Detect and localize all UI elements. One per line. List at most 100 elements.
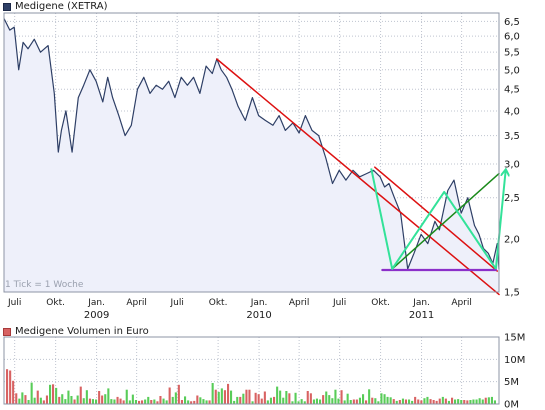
volume-bar <box>490 396 493 404</box>
volume-bar <box>227 383 230 404</box>
price-y-tick-label: 1,5 <box>504 288 520 299</box>
volume-bar <box>404 399 407 404</box>
volume-bar <box>469 400 472 404</box>
volume-bar <box>30 382 33 404</box>
volume-bar <box>423 398 426 404</box>
volume-bar <box>352 399 355 404</box>
volume-bar <box>24 395 27 404</box>
volume-bar <box>33 397 36 404</box>
volume-bar <box>217 391 220 404</box>
volume-bar <box>119 398 122 404</box>
volume-bar <box>107 388 110 404</box>
volume-bar <box>6 369 9 404</box>
volume-bar <box>444 398 447 404</box>
w-pattern-line <box>370 168 497 270</box>
volume-bar <box>202 399 205 404</box>
downtrend-line <box>216 58 500 296</box>
volume-bar <box>273 396 276 404</box>
price-x-tick-label: Juli <box>169 298 183 308</box>
volume-bar <box>159 396 162 404</box>
volume-bar <box>141 400 144 404</box>
volume-bar <box>116 396 119 404</box>
price-y-tick-label: 2,5 <box>504 193 520 204</box>
volume-panel: 0M 5M 10M 15M <box>3 333 525 410</box>
price-area <box>4 18 499 292</box>
volume-bar <box>377 401 380 404</box>
volume-bar <box>52 384 55 404</box>
volume-bar <box>257 394 260 404</box>
volume-bar <box>294 392 297 404</box>
price-legend-label: Medigene (XETRA) <box>15 1 108 12</box>
downtrend-arm <box>374 166 498 272</box>
price-y-tick-label: 4,0 <box>504 106 520 117</box>
volume-bar <box>67 390 70 404</box>
price-x-tick-label: April <box>289 298 310 308</box>
volume-bar <box>144 399 147 404</box>
volume-bar <box>460 400 463 404</box>
volume-bar <box>104 394 107 404</box>
price-y-tick-label: 2,0 <box>504 234 520 245</box>
volume-bar <box>187 400 190 404</box>
volume-bar <box>401 398 404 404</box>
price-year-label: 2009 <box>84 310 109 321</box>
volume-bar <box>368 389 371 404</box>
volume-bar <box>21 392 24 404</box>
volume-bar <box>196 395 199 404</box>
volume-bar <box>269 397 272 404</box>
volume-bar <box>303 401 306 404</box>
price-x-tick-label: Juli <box>7 298 21 308</box>
volume-bar <box>266 400 269 404</box>
volume-bar <box>447 400 450 404</box>
volume-bar <box>165 400 168 404</box>
volume-bar <box>208 400 211 404</box>
price-x-tick-label: Jan. <box>250 298 268 308</box>
volume-bar <box>432 400 435 404</box>
price-x-tick-label: April <box>451 298 472 308</box>
volume-bar <box>177 384 180 404</box>
volume-bar <box>312 399 315 404</box>
volume-bar <box>91 399 94 404</box>
volume-bar <box>9 370 12 404</box>
volume-bar <box>18 398 21 404</box>
volume-bar <box>343 400 346 404</box>
price-x-tick-label: Okt. <box>209 298 228 308</box>
price-x-tick-label: Okt. <box>46 298 65 308</box>
volume-plot-border <box>3 336 500 405</box>
volume-bar <box>39 397 42 404</box>
volume-bar <box>358 397 361 404</box>
volume-bar <box>487 397 490 404</box>
volume-bar <box>180 400 183 404</box>
volume-bar <box>15 393 18 404</box>
volume-bar <box>420 400 423 404</box>
volume-bar <box>162 398 165 404</box>
volume-bar <box>322 395 325 404</box>
volume-bar <box>263 391 266 404</box>
volume-bar <box>110 399 113 404</box>
volume-bar <box>156 401 159 404</box>
volume-bar <box>220 388 223 404</box>
volume-bar <box>463 400 466 404</box>
volume-bar <box>190 401 193 404</box>
volume-bar <box>223 390 226 404</box>
volume-bar <box>61 394 64 404</box>
volume-bar <box>101 395 104 404</box>
volume-bar <box>285 391 288 404</box>
volume-legend-label: Medigene Volumen in Euro <box>15 326 149 337</box>
volume-bar <box>340 390 343 404</box>
volume-bar <box>95 399 98 404</box>
volume-bar <box>441 396 444 404</box>
volume-bar <box>233 400 236 404</box>
volume-bar <box>12 380 15 404</box>
volume-bar <box>300 399 303 404</box>
volume-bar <box>309 393 312 404</box>
price-x-tick-label: Okt. <box>371 298 390 308</box>
volume-bar <box>389 397 392 404</box>
volume-bar <box>254 392 257 404</box>
price-x-tick-label: Jan. <box>412 298 430 308</box>
volume-legend-swatch <box>3 327 11 336</box>
price-y-tick-label: 6,0 <box>504 32 520 43</box>
volume-bar <box>131 394 134 404</box>
price-x-tick-label: Juli <box>332 298 346 308</box>
volume-bar <box>113 399 116 404</box>
